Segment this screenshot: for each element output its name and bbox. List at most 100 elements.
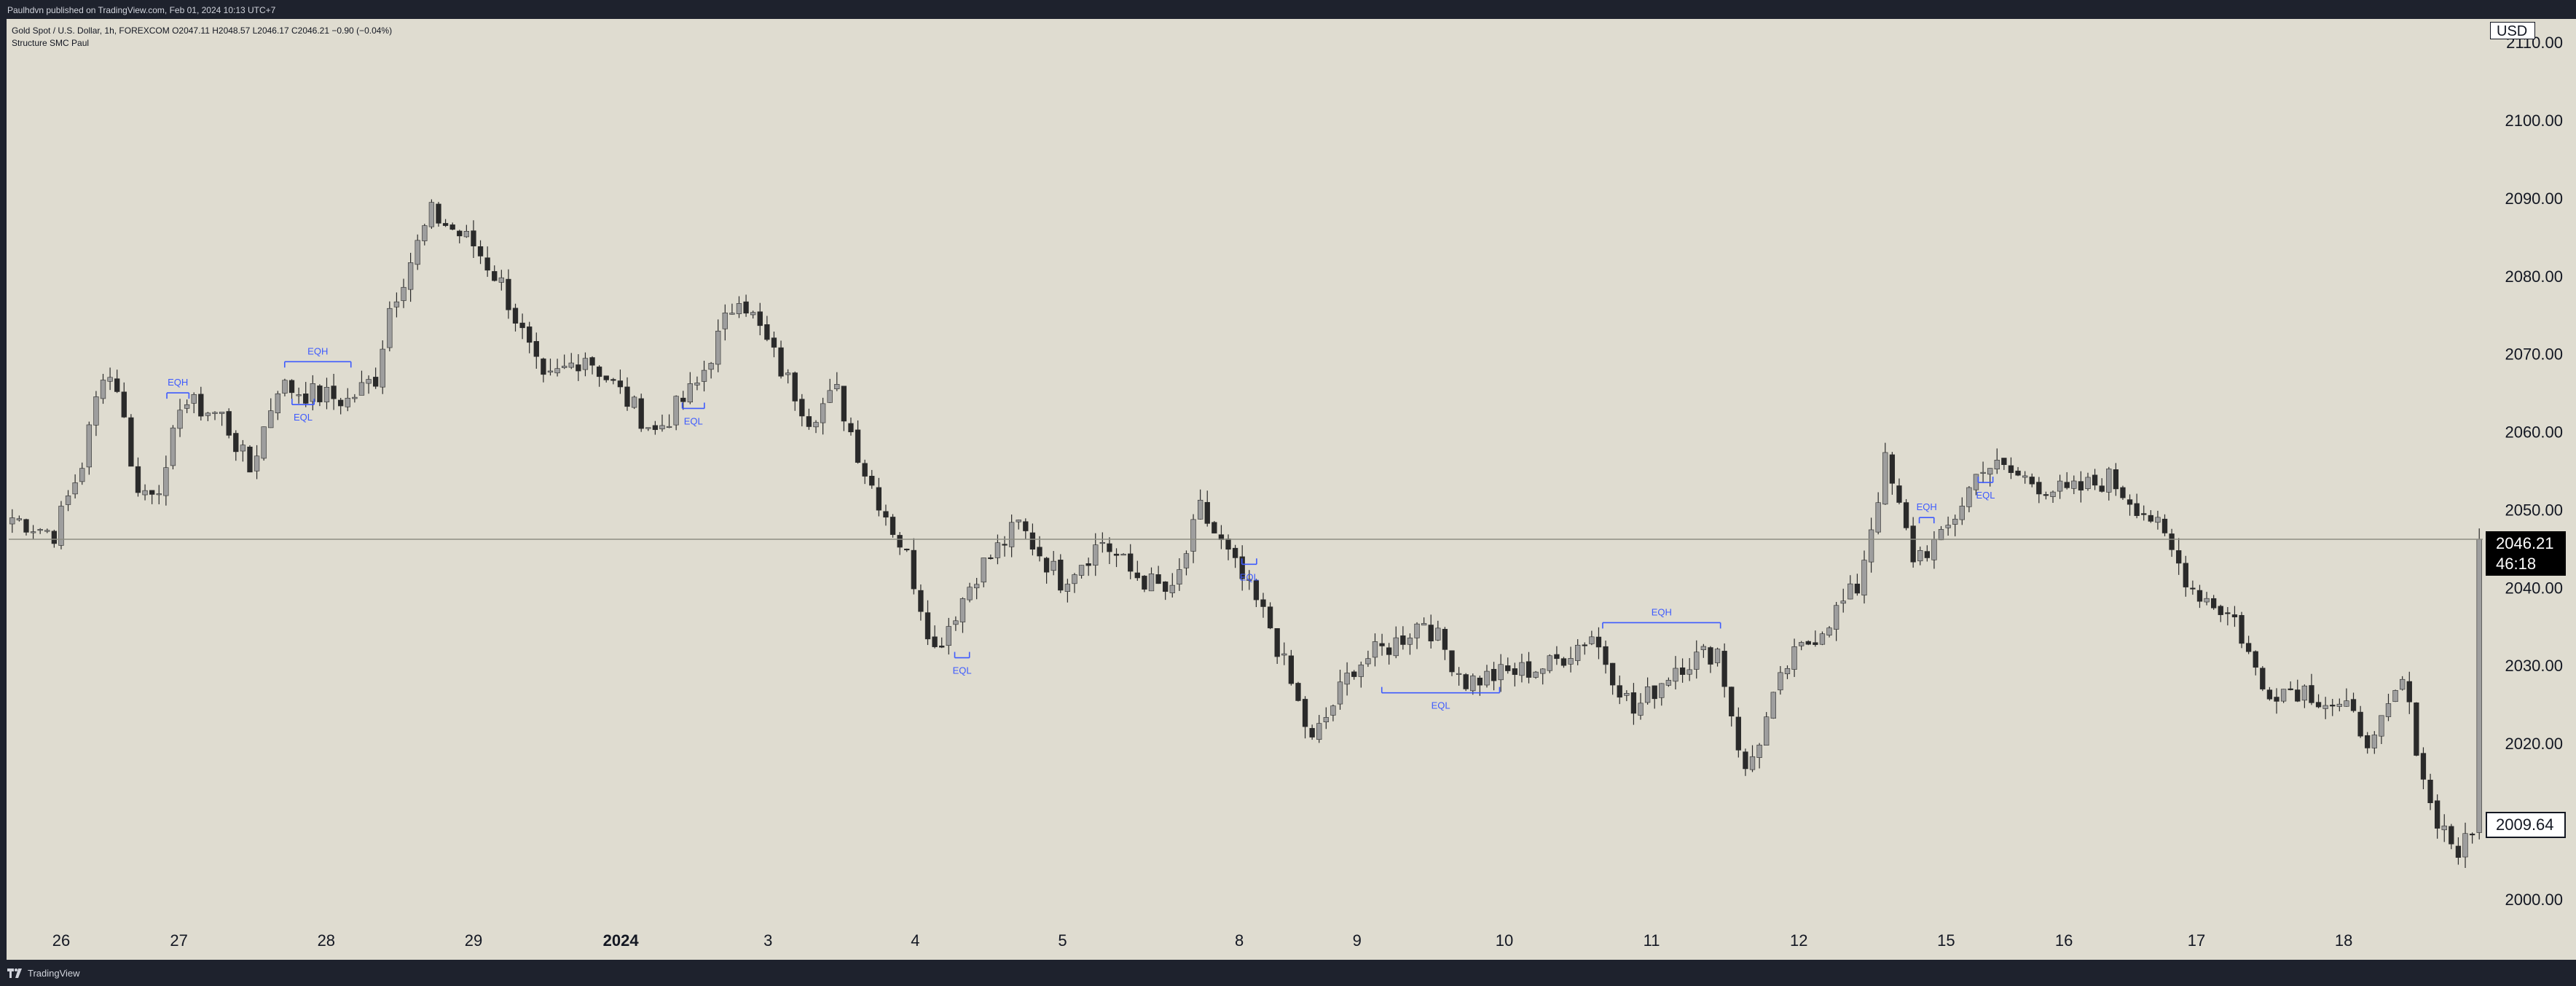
candle-body (387, 308, 393, 348)
candle-body (1875, 502, 1881, 533)
candle-body (2309, 685, 2314, 703)
candle-body (1085, 563, 1091, 566)
candle-body (1833, 605, 1839, 630)
candle-body (1379, 643, 1385, 646)
candle-body (233, 433, 239, 453)
candle-body (1232, 547, 1238, 558)
candle-body (1204, 501, 1210, 524)
candle-body (428, 202, 435, 227)
candle-body (2434, 800, 2440, 829)
tradingview-logo[interactable]: TradingView (7, 968, 80, 979)
candle-body (855, 429, 861, 463)
candle-body (541, 359, 546, 375)
candle-body (2280, 689, 2287, 702)
candle-body (1778, 672, 1783, 691)
candle-body (30, 531, 36, 533)
candle-body (1008, 522, 1015, 547)
candle-body (2427, 779, 2433, 804)
candle-body (1372, 641, 1378, 658)
indicator-name: Structure SMC Paul (12, 38, 90, 48)
candle-body (1442, 629, 1448, 650)
candle-body (492, 271, 498, 281)
x-tick-label: 26 (52, 931, 70, 950)
candle-body (1638, 703, 1644, 716)
candle-body (352, 396, 358, 399)
candle-body (2064, 482, 2070, 488)
y-tick-label: 2040.00 (2505, 579, 2563, 597)
candle-body (9, 517, 15, 525)
candle-body (149, 490, 155, 495)
candle-body (2071, 480, 2077, 489)
candle-body (219, 411, 225, 414)
candle-body (2379, 715, 2384, 737)
candle-body (2330, 705, 2336, 707)
candle-body (1554, 654, 1560, 660)
candle-body (1288, 655, 1295, 684)
candle-body (1351, 671, 1357, 677)
annotation-label: EQH (1917, 501, 1937, 512)
candle-body (1819, 633, 1826, 645)
x-tick-label: 17 (2188, 931, 2205, 950)
candle-body (2204, 598, 2210, 603)
candle-body (1743, 751, 1748, 770)
candle-body (275, 393, 280, 413)
candle-body (1924, 551, 1930, 558)
candle-body (1358, 665, 1364, 677)
candle-body (1295, 683, 1301, 701)
candle-body (2176, 550, 2182, 564)
currency-button[interactable]: USD (2490, 22, 2535, 39)
candle-body (247, 446, 253, 473)
price-axis[interactable] (2484, 19, 2576, 960)
x-tick-label: 4 (911, 931, 919, 950)
candle-body (576, 364, 581, 372)
candle-body (1093, 544, 1099, 566)
candle-body (1665, 680, 1672, 686)
candle-body (680, 397, 686, 402)
candle-body (1016, 520, 1021, 523)
candle-body (736, 303, 742, 314)
y-tick-label: 2080.00 (2505, 267, 2563, 286)
candle-body (436, 203, 441, 224)
candle-body (1903, 502, 1909, 528)
candle-body (1407, 638, 1413, 645)
chart-area[interactable] (7, 19, 2484, 960)
candle-body (79, 468, 85, 482)
candle-body (1072, 574, 1077, 584)
candle-body (2392, 690, 2398, 703)
candle-body (2344, 700, 2349, 707)
candle-body (205, 412, 211, 416)
candle-body (841, 386, 847, 422)
candle-body (1679, 667, 1686, 675)
candle-body (1477, 677, 1483, 686)
annotation-label: EQL (294, 412, 313, 423)
candle-body (1323, 717, 1329, 723)
x-tick-label: 28 (318, 931, 335, 950)
candle-body (1805, 641, 1811, 645)
candle-body (2385, 703, 2392, 717)
candle-body (393, 301, 400, 308)
candle-body (778, 347, 784, 377)
candle-body (932, 636, 938, 647)
candle-body (1945, 525, 1951, 528)
candle-body (114, 378, 120, 392)
candle-body (2043, 494, 2049, 496)
candle-body (1246, 579, 1252, 582)
candle-body (1239, 556, 1245, 579)
candle-body (2350, 699, 2357, 711)
candle-body (2266, 689, 2273, 700)
candle-body (58, 506, 64, 546)
candle-body (380, 348, 385, 388)
candle-body (1078, 565, 1085, 576)
candle-body (946, 626, 951, 646)
candle-body (415, 240, 420, 265)
candle-body (1274, 628, 1280, 657)
candle-body (2322, 705, 2328, 709)
candle-body (1644, 686, 1651, 703)
candle-body (750, 312, 756, 316)
candle-body (2245, 643, 2252, 652)
candle-body (694, 383, 700, 386)
candle-body (1980, 472, 1986, 474)
candle-body (1253, 580, 1260, 600)
y-tick-label: 2030.00 (2505, 657, 2563, 675)
